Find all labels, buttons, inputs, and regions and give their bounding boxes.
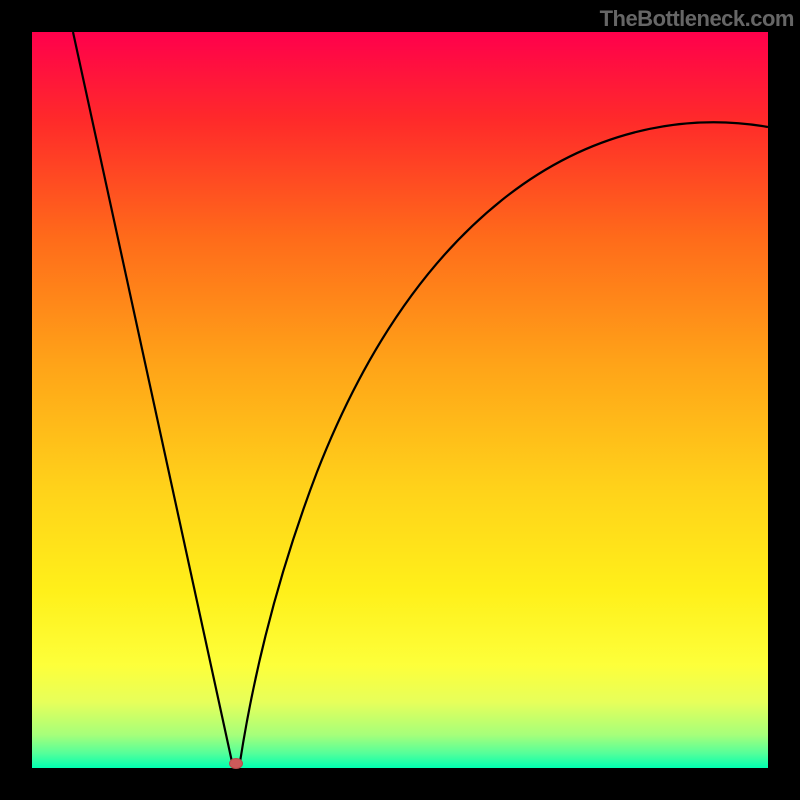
plot-area bbox=[32, 32, 768, 768]
chart-container: TheBottleneck.com bbox=[0, 0, 800, 800]
minimum-marker bbox=[229, 758, 243, 769]
watermark-text: TheBottleneck.com bbox=[600, 6, 794, 32]
bottleneck-curve bbox=[32, 32, 768, 768]
curve-left-branch bbox=[73, 32, 232, 762]
curve-right-branch bbox=[240, 122, 768, 762]
